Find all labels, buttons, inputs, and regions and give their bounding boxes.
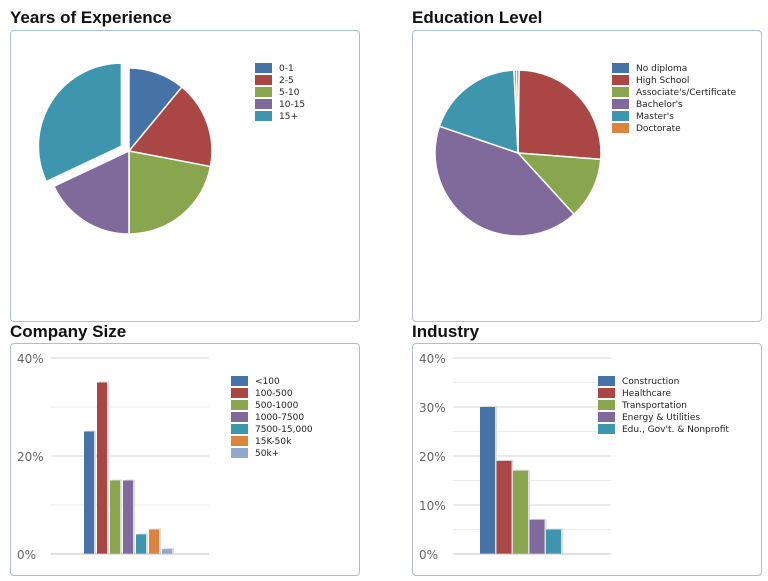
company-size-panel: 0% 20% 40% <100 100-500 500-1000 1000-7500 7500…: [10, 343, 360, 576]
education-slice-associate-s-certificate: [516, 152, 602, 216]
experience-slice-5-10: [128, 150, 212, 235]
chart-title-company-size: Company Size: [10, 322, 127, 341]
company-size-tick-label: 40%: [17, 352, 44, 366]
industry-legend-swatch-healthcare: [598, 388, 615, 398]
education-legend-swatch-no-diploma: [612, 63, 629, 73]
company-size-legend-label-50k: 50k+: [255, 449, 279, 459]
experience-legend-swatch-15: [255, 111, 272, 121]
industry-tick-label: 40%: [419, 352, 446, 366]
company-size-tick-label: 20%: [17, 450, 44, 464]
chart-title-experience: Years of Experience: [10, 8, 172, 27]
education-legend-swatch-master-s: [612, 111, 629, 121]
experience-legend-swatch-0-1: [255, 63, 272, 73]
company-size-tick-label: 0%: [17, 548, 36, 562]
industry-legend-swatch-construction: [598, 376, 615, 386]
education-legend-label-no-diploma: No diploma: [636, 64, 687, 74]
industry-bar-energy-utilities: [529, 519, 545, 554]
experience-legend-swatch-10-15: [255, 99, 272, 109]
experience-panel: 0-1 2-5 5-10 10-15 15+: [10, 30, 360, 322]
chart-title-industry: Industry: [412, 322, 480, 341]
company-size-bar-chart: 0% 20% 40% <100 100-500 500-1000 1000-7500 7500…: [17, 352, 313, 562]
education-pie-chart: No diploma High School Associate's/Certifi…: [434, 63, 736, 237]
experience-pie-chart: 0-1 2-5 5-10 10-15 15+: [37, 62, 305, 235]
education-legend-label-doctorate: Doctorate: [636, 124, 681, 134]
education-legend-swatch-high-school: [612, 75, 629, 85]
company-size-legend-label-7500-15-000: 7500-15,000: [255, 425, 313, 435]
education-slice-high-school: [517, 69, 602, 161]
education-panel: No diploma High School Associate's/Certifi…: [412, 30, 762, 322]
experience-slice-10-15: [52, 149, 130, 235]
education-legend-label-associate-s-certificate: Associate's/Certificate: [636, 88, 736, 98]
industry-panel: 0% 10% 20% 30% 40% Construction Healthcare Tran…: [412, 343, 762, 576]
industry-bar-chart: 0% 10% 20% 30% 40% Construction Healthcare Tran…: [419, 352, 729, 562]
company-size-legend-swatch-15k-50k: [231, 436, 248, 446]
education-legend-swatch-doctorate: [612, 123, 629, 133]
education-slice-master-s: [438, 69, 519, 155]
experience-legend-swatch-5-10: [255, 87, 272, 97]
experience-slice-15: [37, 62, 123, 183]
education-legend-label-high-school: High School: [636, 76, 689, 86]
education-slice-doctorate: [513, 69, 519, 154]
experience-legend-label-5-10: 5-10: [279, 88, 300, 98]
industry-legend-swatch-energy-utilities: [598, 412, 615, 422]
experience-legend-swatch-2-5: [255, 75, 272, 85]
education-legend-label-bachelor-s: Bachelor's: [636, 100, 683, 110]
company-size-legend-swatch-100: [231, 376, 248, 386]
experience-legend-label-10-15: 10-15: [279, 100, 305, 110]
industry-legend-label-energy-utilities: Energy & Utilities: [622, 413, 700, 423]
industry-legend-label-edu-gov-t-nonprofit: Edu., Gov't. & Nonprofit: [622, 425, 729, 435]
company-size-legend-swatch-50k: [231, 448, 248, 458]
company-size-bar-100: [84, 431, 94, 554]
company-size-bar-500-1000: [110, 480, 120, 554]
industry-legend-label-construction: Construction: [622, 377, 679, 387]
chart-title-education: Education Level: [412, 8, 543, 27]
company-size-bar-100-500: [97, 382, 107, 554]
company-size-legend-swatch-500-1000: [231, 400, 248, 410]
company-size-legend-label-1000-7500: 1000-7500: [255, 413, 304, 423]
company-size-legend-label-100-500: 100-500: [255, 389, 293, 399]
company-size-bar-15k-50k: [149, 529, 159, 554]
industry-bar-edu-gov-t-nonprofit: [546, 529, 561, 554]
company-size-legend-label-500-1000: 500-1000: [255, 401, 299, 411]
company-size-bar-7500-15-000: [136, 534, 146, 554]
industry-bar-healthcare: [496, 460, 512, 554]
industry-legend-swatch-edu-gov-t-nonprofit: [598, 424, 615, 434]
industry-legend-label-healthcare: Healthcare: [622, 389, 672, 399]
industry-legend-swatch-transportation: [598, 400, 615, 410]
company-size-bar-1000-7500: [123, 480, 133, 554]
industry-tick-label: 20%: [419, 450, 446, 464]
company-size-legend-label-100: <100: [255, 377, 280, 387]
experience-slice-2-5: [127, 85, 213, 168]
industry-bar-transportation: [513, 470, 528, 554]
education-legend-swatch-bachelor-s: [612, 99, 629, 109]
education-slice-bachelor-s: [434, 125, 576, 237]
experience-legend-label-2-5: 2-5: [279, 76, 294, 86]
education-legend-swatch-associate-s-certificate: [612, 87, 629, 97]
industry-legend-label-transportation: Transportation: [621, 401, 687, 411]
company-size-legend-label-15k-50k: 15K-50k: [255, 437, 292, 447]
company-size-legend-swatch-7500-15-000: [231, 424, 248, 434]
company-size-legend-swatch-100-500: [231, 388, 248, 398]
industry-tick-label: 30%: [419, 401, 446, 415]
company-size-bar-50k: [162, 549, 172, 554]
industry-tick-label: 0%: [419, 548, 438, 562]
education-legend-label-master-s: Master's: [636, 112, 674, 122]
company-size-legend-swatch-1000-7500: [231, 412, 248, 422]
industry-tick-label: 10%: [419, 499, 446, 513]
industry-bar-construction: [480, 407, 495, 554]
experience-legend-label-15: 15+: [279, 112, 298, 122]
experience-legend-label-0-1: 0-1: [279, 64, 294, 74]
